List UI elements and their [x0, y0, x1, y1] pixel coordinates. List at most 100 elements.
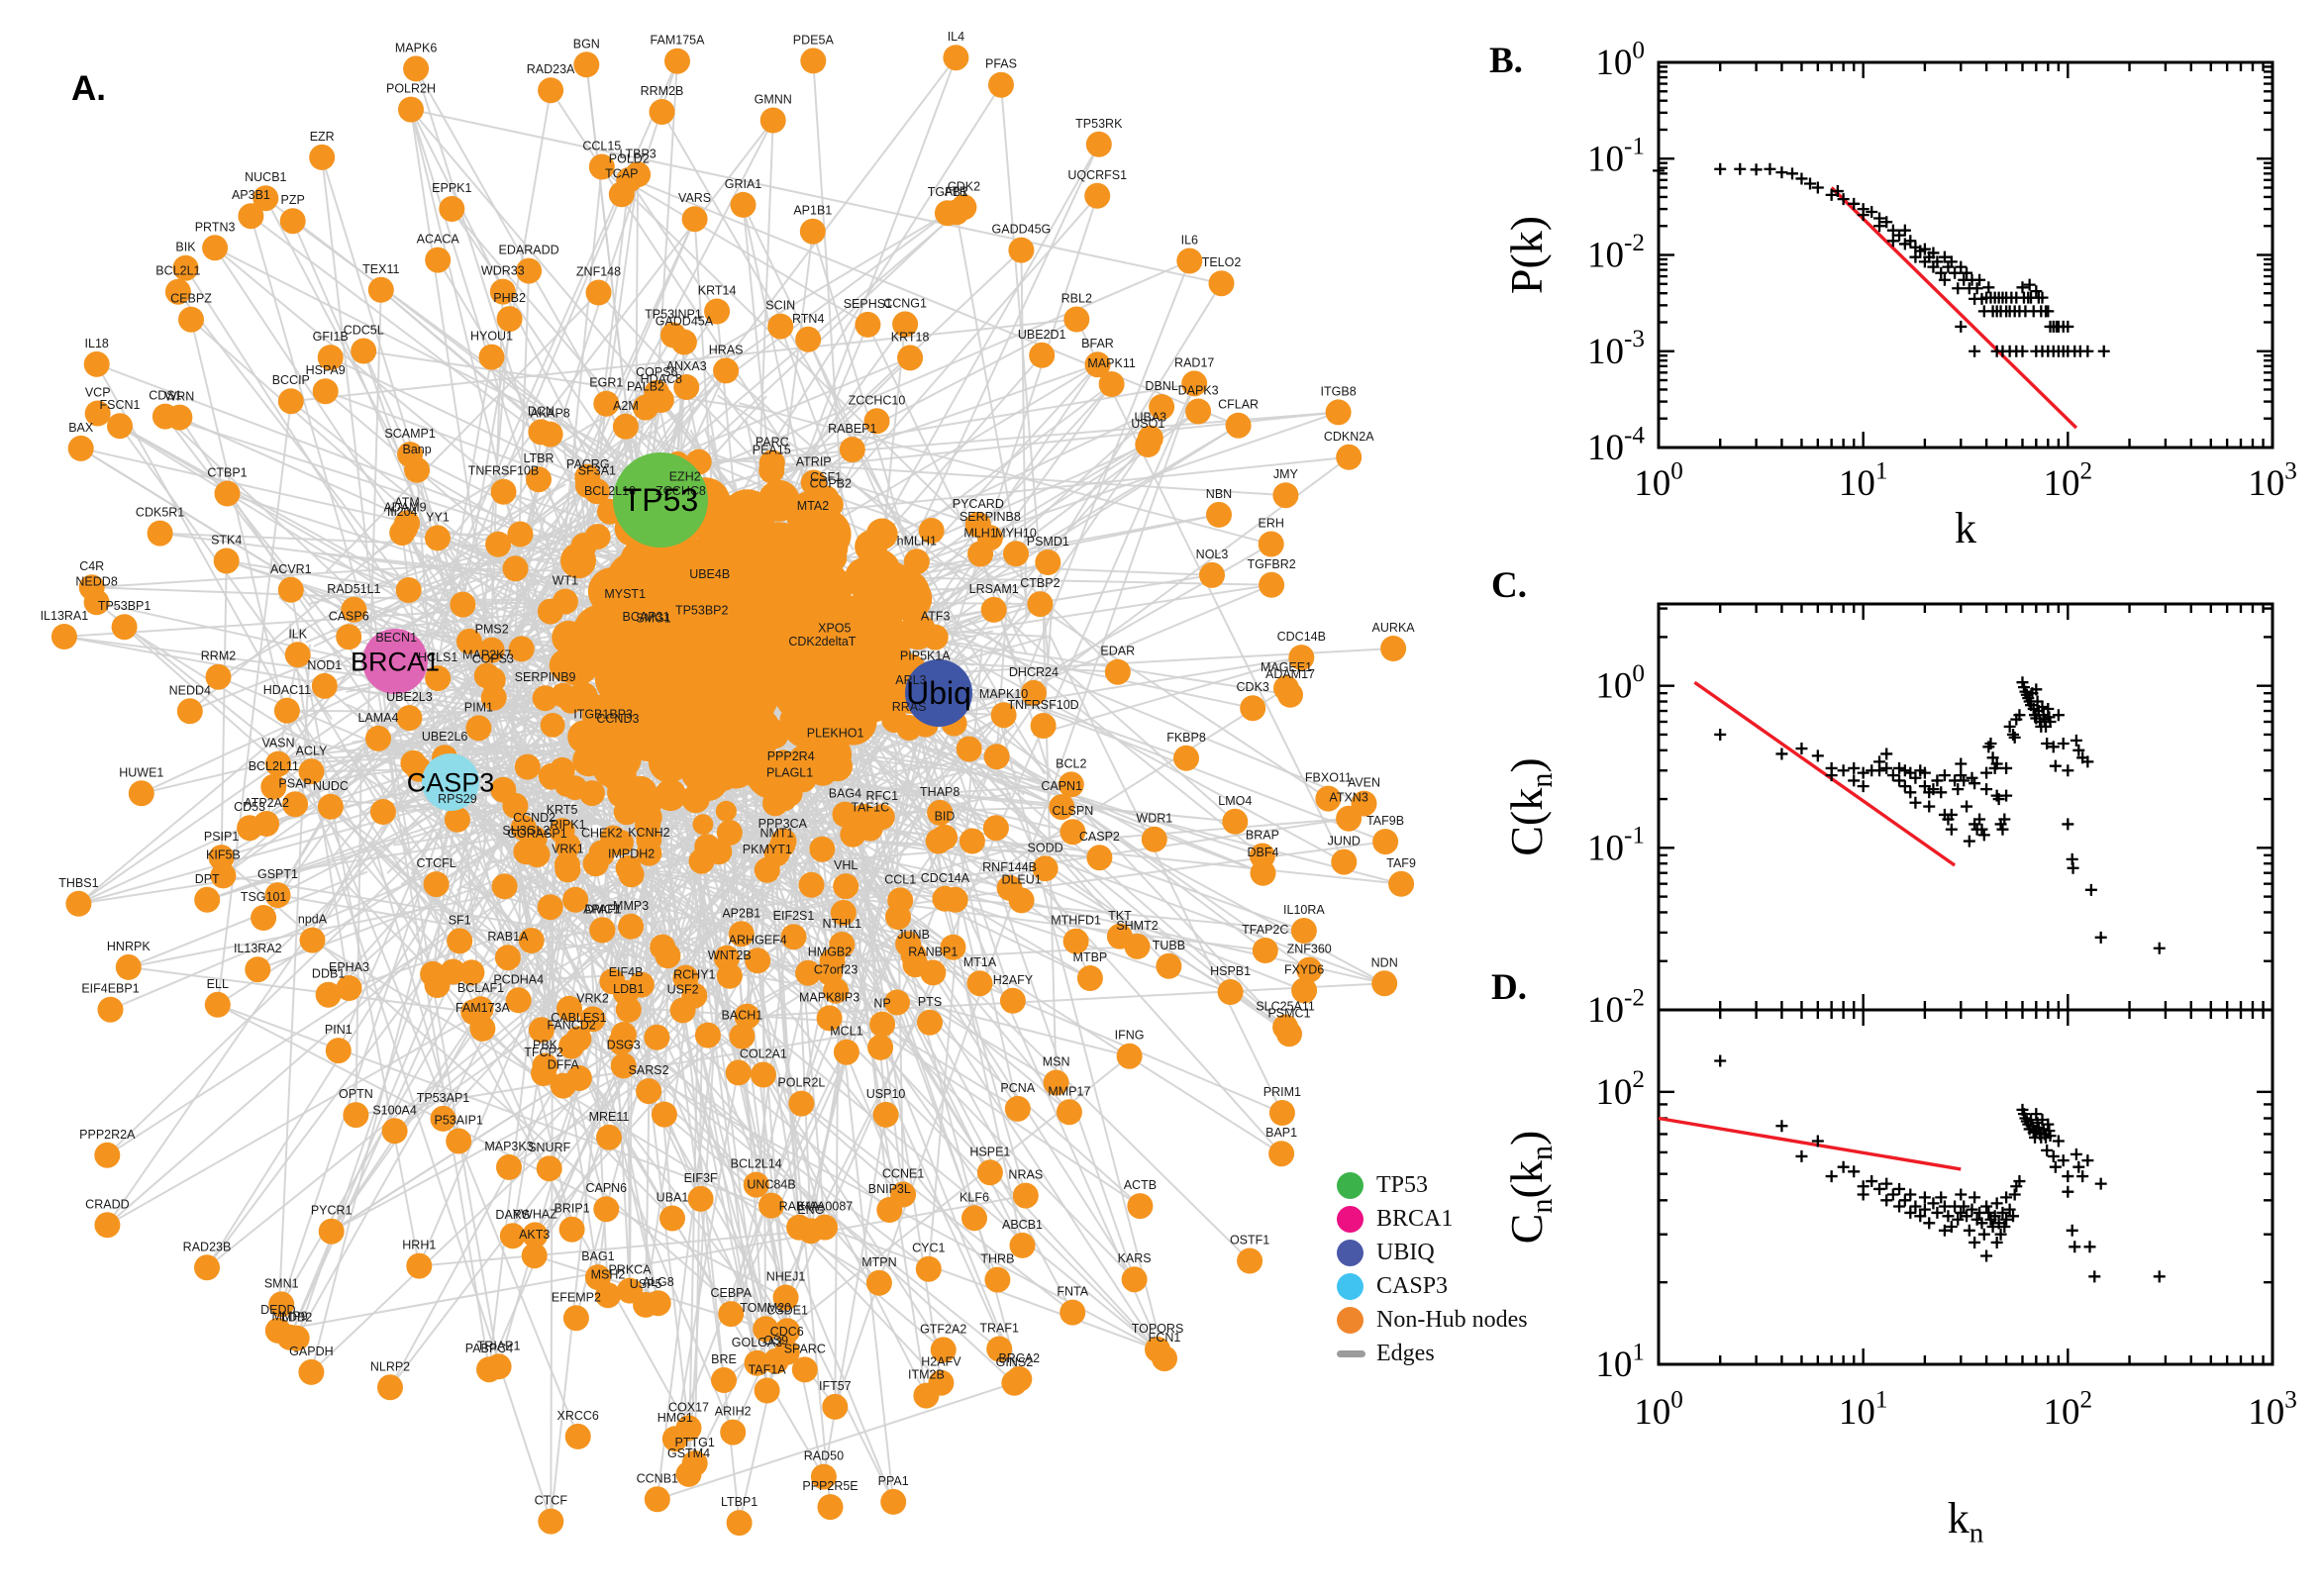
- non-hub-node: [478, 344, 505, 370]
- non-hub-node: [788, 1090, 815, 1117]
- non-hub-node: [1276, 1021, 1302, 1047]
- core-cluster-node: [886, 575, 933, 622]
- non-hub-node: [1156, 952, 1182, 979]
- non-hub-node: [720, 1419, 747, 1446]
- axis-tick-label: 101: [1595, 1339, 1645, 1385]
- non-hub-node: [284, 642, 311, 668]
- network-edge: [381, 773, 1073, 1314]
- axis-tick-label: 10-2: [1587, 230, 1645, 276]
- non-hub-node: [718, 1301, 745, 1328]
- network-edge: [762, 1074, 928, 1397]
- fit-line: [1830, 186, 2078, 430]
- non-hub-node: [1372, 829, 1399, 855]
- data-point-marker: [1961, 800, 1973, 813]
- network-edge: [771, 867, 810, 974]
- network-edge: [995, 585, 1009, 757]
- network-edge: [747, 982, 1385, 1018]
- axis-title: kn: [1948, 1494, 1984, 1549]
- non-hub-node: [1225, 412, 1252, 439]
- non-hub-node: [251, 905, 277, 931]
- data-points: [1714, 676, 2166, 954]
- network-edge: [990, 687, 1165, 1359]
- non-hub-node: [1121, 1266, 1148, 1293]
- network-edge: [97, 412, 470, 643]
- non-hub-node: [833, 1039, 859, 1065]
- data-point-marker: [1963, 835, 1975, 848]
- non-hub-node: [564, 1423, 591, 1449]
- non-hub-node: [425, 525, 451, 551]
- core-cluster-node: [715, 800, 737, 822]
- non-hub-node: [367, 276, 394, 303]
- data-points: [1714, 1054, 2166, 1283]
- data-point-marker: [1982, 281, 1995, 294]
- data-point-marker: [2081, 345, 2094, 357]
- non-hub-node: [377, 1374, 403, 1401]
- non-hub-node: [277, 388, 304, 415]
- non-hub-node: [1258, 531, 1284, 557]
- non-hub-node: [1380, 636, 1407, 661]
- network-edge: [216, 401, 292, 1005]
- non-hub-node: [711, 1367, 737, 1393]
- network-edge: [909, 700, 1014, 1002]
- data-point-marker: [2084, 883, 2097, 896]
- legend-item-casp3: CASP3: [1337, 1269, 1528, 1303]
- data-point-marker: [2023, 278, 2036, 291]
- data-point-marker: [2094, 931, 2107, 944]
- data-point-marker: [1973, 273, 1986, 286]
- core-cluster-node: [655, 778, 687, 812]
- brca1-node-icon: [1337, 1205, 1364, 1233]
- non-hub-node: [855, 311, 881, 338]
- non-hub-node: [1030, 713, 1057, 739]
- non-hub-node: [865, 1269, 892, 1296]
- non-hub-node: [673, 374, 700, 400]
- non-hub-node: [238, 203, 264, 230]
- non-hub-node: [604, 727, 631, 752]
- data-point-marker: [1734, 162, 1747, 175]
- legend-label: TP53: [1376, 1172, 1429, 1198]
- non-hub-node: [398, 96, 424, 123]
- non-hub-node: [381, 1118, 408, 1145]
- non-hub-node: [1240, 695, 1266, 722]
- data-point-marker: [1949, 266, 1962, 279]
- network-edge: [410, 108, 1222, 285]
- legend-label: Non-Hub nodes: [1376, 1307, 1528, 1333]
- non-hub-node: [588, 153, 615, 180]
- non-hub-node: [496, 306, 523, 333]
- data-point-marker: [1980, 1249, 1993, 1262]
- non-hub-node: [880, 1488, 907, 1515]
- non-hub-node: [579, 1006, 606, 1033]
- non-hub-node: [1029, 342, 1056, 368]
- non-hub-node: [868, 804, 895, 831]
- network-edge: [286, 701, 473, 973]
- network-edge: [736, 818, 1046, 870]
- non-hub-node: [817, 1494, 844, 1521]
- core-cluster-node: [727, 675, 753, 701]
- non-hub-node: [661, 1426, 688, 1452]
- non-hub-node: [268, 1291, 295, 1318]
- non-hub-node: [476, 1356, 502, 1383]
- axis-tick-label: 102: [2044, 457, 2093, 504]
- data-point-marker: [1969, 777, 1981, 790]
- network-edge: [278, 596, 687, 979]
- network-edge: [264, 197, 596, 825]
- data-point-marker: [1923, 800, 1936, 813]
- data-point-marker: [1811, 749, 1824, 762]
- non-hub-node: [178, 306, 204, 333]
- non-hub-node: [447, 928, 473, 954]
- non-hub-node: [1004, 1095, 1031, 1122]
- network-nonhub-nodes: [50, 45, 1415, 1537]
- plot-frame: [1657, 1008, 2274, 1366]
- non-hub-node: [1185, 398, 1212, 425]
- non-hub-node: [1058, 771, 1084, 798]
- data-point-marker: [1980, 783, 1993, 796]
- network-edge: [601, 165, 1239, 427]
- core-cluster-node: [800, 660, 861, 722]
- data-point-marker: [1904, 786, 1917, 799]
- data-point-marker: [1848, 1165, 1861, 1178]
- network-edge: [879, 260, 1191, 1048]
- nonhub-node-icon: [1337, 1306, 1364, 1334]
- axis-tick-label: 10-2: [1587, 984, 1645, 1031]
- data-points: [1653, 162, 2110, 357]
- non-hub-node: [892, 311, 919, 338]
- axis-tick-label: 101: [1839, 1386, 1888, 1433]
